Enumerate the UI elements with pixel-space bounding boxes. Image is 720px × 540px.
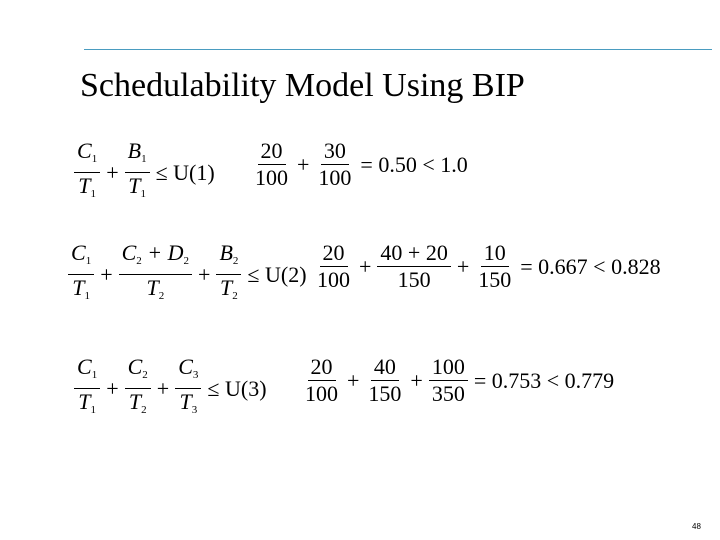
equation-rhs: ≤ U(2) [247,261,307,287]
fraction-b2-over-t2: B2 T2 [216,240,242,309]
equation-3-numeric: 20 100 + 40 150 + 100 350 = 0.753 < 0.77… [300,354,618,407]
plus-sign: + [347,367,360,393]
fraction: 20 100 [255,138,288,190]
fraction-c2-over-t2: C2 T2 [124,354,151,423]
page-number: 48 [692,522,701,531]
plus-sign: + [198,261,211,287]
fraction: 30 100 [318,138,352,190]
fraction: 40 150 [368,354,402,406]
fraction: 40 + 20 150 [377,240,451,293]
fraction: 20 100 [317,240,350,292]
fraction: 20 100 [305,354,338,406]
fraction-c2-plus-d2-over-t2: C2 + D2 T2 [118,240,193,309]
equation-rhs: ≤ U(1) [155,159,215,185]
plus-sign: + [106,159,119,185]
equation-result: = 0.753 < 0.779 [473,367,615,393]
equation-rhs: ≤ U(3) [207,375,267,401]
slide-title: Schedulability Model Using BIP [80,67,525,104]
equation-result: = 0.667 < 0.828 [520,253,661,279]
fraction-b1-over-t1: B1 T1 [124,138,150,207]
equation-2-symbolic: C1 T1 + C2 + D2 T2 + B2 T2 ≤ U(2) [66,240,311,309]
equation-2-numeric: 20 100 + 40 + 20 150 + 10 150 = 0.667 < … [312,240,665,293]
fraction: 100 350 [428,354,468,407]
fraction-c1-over-t1: C1 T1 [74,354,101,423]
plus-sign: + [106,375,119,401]
equation-1-symbolic: C1 T1 + B1 T1 ≤ U(1) [72,138,219,207]
fraction-c3-over-t3: C3 T3 [175,354,202,423]
plus-sign: + [156,375,170,401]
fraction-c1-over-t1: C1 T1 [74,138,101,207]
plus-sign: + [100,261,113,287]
equation-1-numeric: 20 100 + 30 100 = 0.50 < 1.0 [250,138,472,191]
equation-result: = 0.50 < 1.0 [360,151,468,177]
plus-sign: + [410,367,423,393]
plus-sign: + [359,253,372,279]
equation-3-symbolic: C1 T1 + C2 T2 + C3 T3 ≤ U(3) [72,354,271,423]
title-accent-rule [84,49,712,50]
plus-sign: + [297,151,310,177]
plus-sign: + [456,253,470,279]
fraction: 10 150 [478,240,512,292]
fraction-c1-over-t1: C1 T1 [68,240,95,309]
